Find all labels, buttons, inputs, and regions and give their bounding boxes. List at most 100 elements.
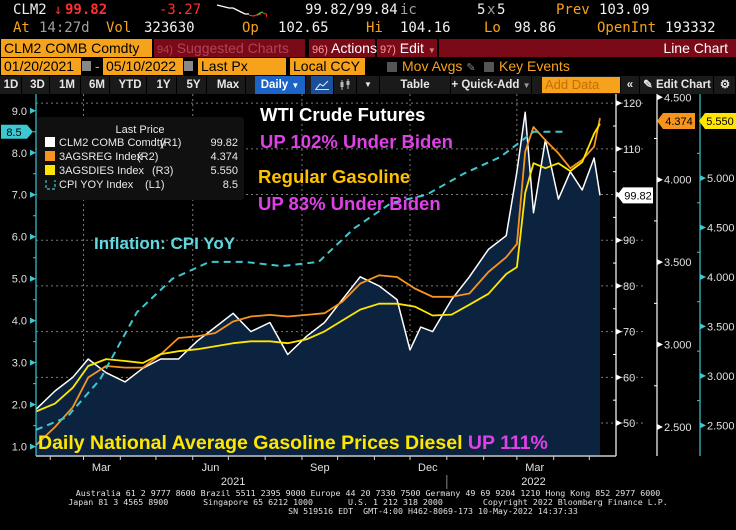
size-bid: 5 bbox=[477, 2, 486, 18]
legend-item-value: 5.550 bbox=[210, 165, 238, 177]
field-select[interactable]: Last Px bbox=[198, 58, 286, 75]
annotation-gas-up: UP 83% Under Biden bbox=[258, 193, 441, 214]
security-text: CLM2 COMB Comdty bbox=[4, 40, 140, 56]
annotation-wti-up: UP 102% Under Biden bbox=[260, 131, 453, 152]
prev-label: Prev bbox=[556, 2, 590, 18]
toolbar-row2: 01/20/2021 - 05/10/2022 Last Px Local CC… bbox=[0, 58, 736, 75]
series-layer bbox=[35, 111, 601, 456]
gear-icon[interactable]: ⚙ bbox=[715, 76, 736, 94]
legend-item-axis: (R2) bbox=[137, 151, 158, 163]
y-r1-tick-label: 70 bbox=[623, 327, 635, 339]
legend-swatch bbox=[45, 151, 55, 161]
start-date-input[interactable]: 01/20/2021 bbox=[1, 58, 81, 75]
gasoline-last-value: 4.374 bbox=[665, 116, 693, 128]
y-tick-marker bbox=[30, 233, 36, 240]
legend: Last Price CLM2 COMB Comdty(R1) 99.82 3AGS… bbox=[37, 117, 244, 200]
y-left-tick-label: 1.0 bbox=[12, 442, 27, 454]
cpi-last-value-badge bbox=[1, 124, 33, 139]
cpi-last-value: 8.5 bbox=[6, 127, 21, 139]
legend-swatch bbox=[45, 137, 55, 147]
chart-type-dropdown[interactable]: ▼ bbox=[357, 76, 380, 94]
period-button-1y[interactable]: 1Y bbox=[151, 76, 177, 94]
footer-line2: Japan 81 3 4565 8900 Singapore 65 6212 1… bbox=[68, 497, 668, 507]
y-tick-marker bbox=[616, 145, 622, 152]
y-r3-tick-label: 2.500 bbox=[707, 420, 735, 432]
frequency-select[interactable]: Daily ▼ bbox=[255, 76, 306, 94]
quick-add-button[interactable]: + Quick-Add ▼ bbox=[451, 76, 532, 94]
quote-header-row2: At 14:27d Vol 323630 Op 102.65 Hi 104.16… bbox=[0, 19, 736, 38]
lo-value: 98.86 bbox=[514, 20, 557, 36]
series-line-cpi bbox=[35, 130, 565, 431]
period-button-max[interactable]: Max bbox=[211, 76, 246, 94]
table-button[interactable]: Table bbox=[380, 76, 451, 94]
size-sep: x bbox=[487, 2, 496, 18]
table-label: Table bbox=[400, 79, 430, 91]
legend-title: Last Price bbox=[116, 124, 165, 136]
quote-header-row1: CLM2 ↓ 99.82 -3.27 99.82/99.84 ic 5 x 5 … bbox=[0, 1, 736, 20]
period-button-1d[interactable]: 1D bbox=[1, 76, 22, 94]
y-tick-marker bbox=[30, 149, 36, 156]
y-r3-tick-label: 3.000 bbox=[707, 371, 735, 383]
ticker[interactable]: CLM2 bbox=[13, 2, 47, 18]
chevron-down-icon: ▼ bbox=[364, 80, 372, 89]
actions-menu[interactable]: 96) Actions ▼ bbox=[309, 39, 389, 57]
annotation-wti-title: WTI Crude Futures bbox=[260, 104, 425, 125]
edit-chart-button[interactable]: ✎ Edit Chart bbox=[641, 76, 714, 94]
annotation-cpi: Inflation: CPI YoY bbox=[94, 234, 236, 253]
y-tick-marker bbox=[30, 191, 36, 198]
prev-value: 103.09 bbox=[599, 2, 650, 18]
edit-chart-label: Edit Chart bbox=[655, 79, 711, 91]
bid-ask-suffix: ic bbox=[400, 2, 417, 18]
annotation-bottom-up: UP 111% bbox=[468, 432, 548, 454]
vol-label: Vol bbox=[106, 20, 132, 36]
end-date-text: 05/10/2022 bbox=[106, 58, 177, 74]
add-data-input[interactable]: Add Data bbox=[542, 77, 621, 93]
collapse-button[interactable]: « bbox=[621, 76, 640, 94]
add-data-placeholder: Add Data bbox=[545, 77, 600, 92]
calendar-icon[interactable] bbox=[82, 61, 91, 71]
period-button-ytd[interactable]: YTD bbox=[114, 76, 147, 94]
calendar-icon[interactable] bbox=[184, 61, 193, 71]
y-r3-tick-label: 3.500 bbox=[707, 321, 735, 333]
period-button-3d[interactable]: 3D bbox=[26, 76, 50, 94]
legend-swatch bbox=[45, 165, 55, 175]
series-area-wti bbox=[36, 112, 600, 456]
y-r1-tick-label: 60 bbox=[623, 372, 635, 384]
y-tick-marker bbox=[616, 374, 622, 381]
x-tick-label: Jun bbox=[202, 462, 220, 474]
y-tick-marker bbox=[700, 273, 706, 280]
period-button-6m[interactable]: 6M bbox=[85, 76, 110, 94]
period-button-5y[interactable]: 5Y bbox=[181, 76, 207, 94]
y-tick-marker bbox=[700, 372, 706, 379]
currency-select[interactable]: Local CCY bbox=[290, 58, 365, 75]
y-r1-tick-label: 110 bbox=[623, 144, 641, 156]
period-button-1m[interactable]: 1M bbox=[54, 76, 81, 94]
legend-item-name: 3AGSREG Index bbox=[59, 151, 143, 163]
y-tick-marker bbox=[700, 323, 706, 330]
edit-menu[interactable]: 97) Edit ▼ bbox=[377, 39, 437, 57]
pencil-icon[interactable]: ✎ bbox=[466, 62, 476, 74]
y-tick-marker bbox=[30, 317, 36, 324]
suggested-charts-button[interactable]: 94) Suggested Charts bbox=[154, 39, 305, 57]
line-chart-icon[interactable] bbox=[311, 76, 334, 94]
security-field[interactable]: CLM2 COMB Comdty bbox=[1, 39, 152, 57]
series-line-diesel bbox=[35, 123, 601, 413]
y-r1-tick-label: 80 bbox=[623, 281, 635, 293]
legend-item-name: CPI YOY Index bbox=[59, 179, 134, 191]
mov-avgs-toggle[interactable]: Mov Avgs ✎ bbox=[384, 58, 476, 75]
y-tick-marker bbox=[30, 359, 36, 366]
candlestick-icon[interactable] bbox=[334, 76, 357, 94]
y-left-tick-label: 4.0 bbox=[12, 316, 27, 328]
toolbar-row1: CLM2 COMB Comdty 94) Suggested Charts 96… bbox=[0, 39, 736, 57]
vol-value: 323630 bbox=[144, 20, 195, 36]
end-date-input[interactable]: 05/10/2022 bbox=[103, 58, 183, 75]
chart-area[interactable]: Mar Jun Sep Dec Mar 2021 2022 1.0 2.0 3.0 4.0 5.0 6.… bbox=[0, 94, 736, 494]
x-tick-label: Mar bbox=[525, 462, 544, 474]
key-events-toggle[interactable]: Key Events bbox=[481, 58, 570, 75]
y-tick-marker bbox=[616, 237, 622, 244]
chevron-down-icon: ▼ bbox=[427, 46, 436, 55]
y-r3-tick-label: 4.500 bbox=[707, 223, 735, 235]
footer-line1: Australia 61 2 9777 8600 Brazil 5511 239… bbox=[75, 488, 661, 498]
start-date-text: 01/20/2021 bbox=[4, 58, 75, 74]
suggested-num: 94) bbox=[157, 44, 173, 56]
